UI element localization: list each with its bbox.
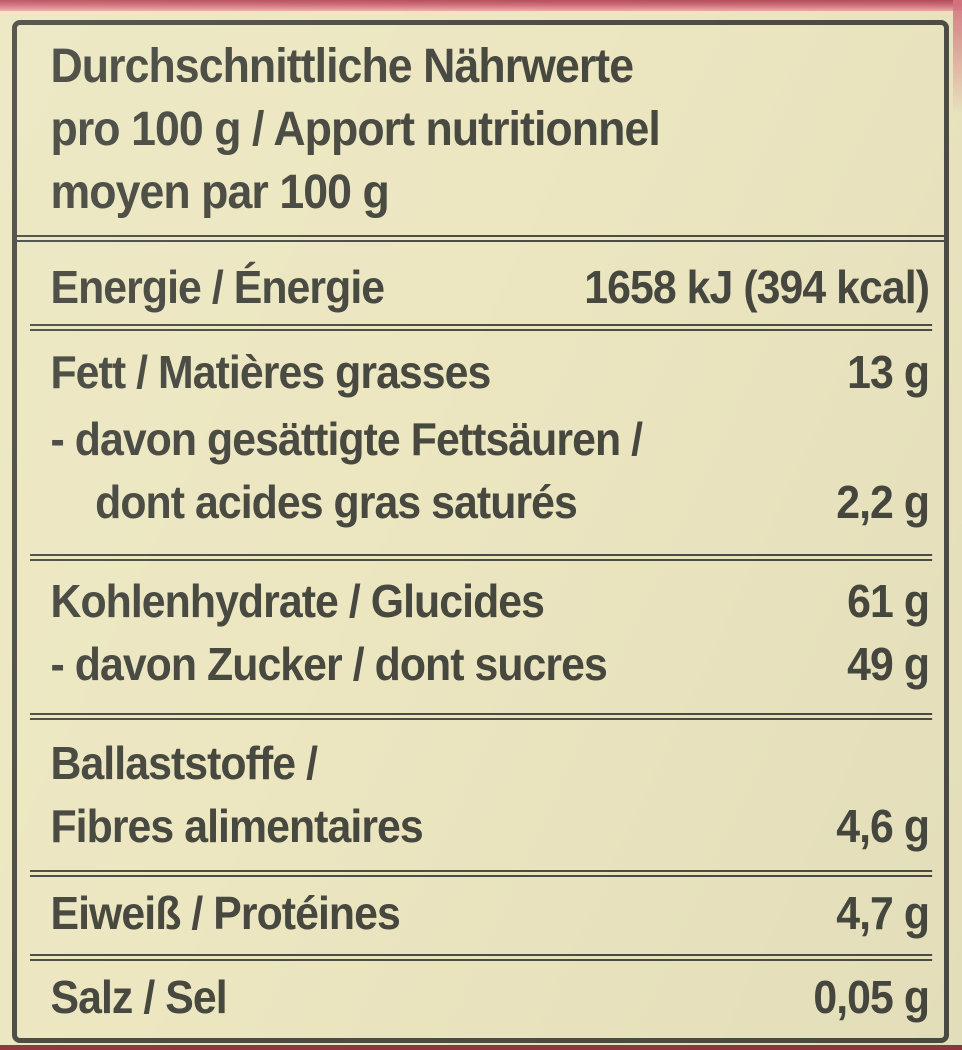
package-edge-bottom-strip — [0, 1045, 962, 1050]
label-title: Durchschnittliche Nährwerte pro 100 g / … — [17, 25, 944, 224]
title-line-2: pro 100 g / Apport nutritionnel — [50, 103, 660, 156]
divider-energy — [30, 324, 932, 331]
fiber-value: 4,6 g — [836, 800, 930, 852]
fiber-label-line1: Ballaststoffe / — [50, 737, 318, 789]
row-fat: Fett / Matières grasses 13 g — [17, 341, 944, 404]
row-sugars: - davon Zucker / dont sucres 49 g — [17, 633, 944, 696]
title-line-1: Durchschnittliche Nährwerte — [50, 40, 634, 93]
salt-label: Salz / Sel — [50, 971, 227, 1023]
package-edge-right-strip — [953, 0, 962, 115]
saturated-fat-value: 2,2 g — [836, 476, 930, 528]
fat-value: 13 g — [847, 346, 930, 398]
sugars-label: - davon Zucker / dont sucres — [50, 638, 607, 690]
protein-label: Eiweiß / Protéines — [50, 887, 400, 939]
fiber-label-line2: Fibres alimentaires — [50, 800, 423, 852]
carbohydrates-value: 61 g — [847, 575, 930, 627]
divider-fat — [30, 554, 932, 561]
divider-carbohydrates — [30, 713, 932, 720]
saturated-fat-label-line2: dont acides gras saturés — [95, 476, 578, 528]
divider-protein — [30, 954, 932, 961]
divider-title — [17, 235, 944, 242]
protein-value: 4,7 g — [836, 887, 930, 939]
label-content: Durchschnittliche Nährwerte pro 100 g / … — [17, 25, 944, 1029]
carbohydrates-label: Kohlenhydrate / Glucides — [50, 575, 545, 627]
package-edge-top-strip — [0, 0, 962, 11]
fat-label: Fett / Matières grasses — [50, 346, 491, 398]
row-fiber: Ballaststoffe / Fibres alimentaires 4,6 … — [17, 732, 944, 858]
energy-label: Energie / Énergie — [50, 261, 385, 313]
divider-fiber — [30, 870, 932, 877]
row-energy: Energie / Énergie 1658 kJ (394 kcal) — [17, 256, 944, 319]
row-salt: Salz / Sel 0,05 g — [17, 966, 944, 1029]
row-carbohydrates: Kohlenhydrate / Glucides 61 g — [17, 570, 944, 633]
saturated-fat-label-line1: - davon gesättigte Fettsäuren / — [50, 413, 643, 465]
nutrition-label-box: Durchschnittliche Nährwerte pro 100 g / … — [12, 20, 949, 1043]
energy-value: 1658 kJ (394 kcal) — [584, 261, 930, 313]
sugars-value: 49 g — [847, 638, 930, 690]
row-protein: Eiweiß / Protéines 4,7 g — [17, 882, 944, 945]
salt-value: 0,05 g — [813, 971, 930, 1023]
row-saturated-fat: - davon gesättigte Fettsäuren / dont aci… — [17, 408, 944, 534]
title-line-3: moyen par 100 g — [50, 166, 389, 219]
